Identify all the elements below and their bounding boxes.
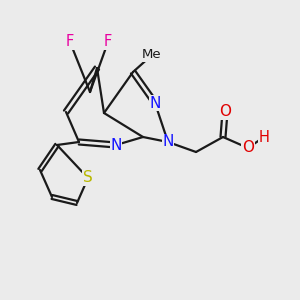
Text: O: O	[219, 104, 231, 119]
Text: F: F	[104, 34, 112, 50]
Text: Me: Me	[142, 49, 162, 62]
Text: O: O	[242, 140, 254, 155]
Text: H: H	[259, 130, 269, 145]
Text: N: N	[110, 137, 122, 152]
Text: N: N	[162, 134, 174, 149]
Text: S: S	[83, 170, 93, 185]
Text: N: N	[149, 95, 161, 110]
Text: F: F	[66, 34, 74, 50]
